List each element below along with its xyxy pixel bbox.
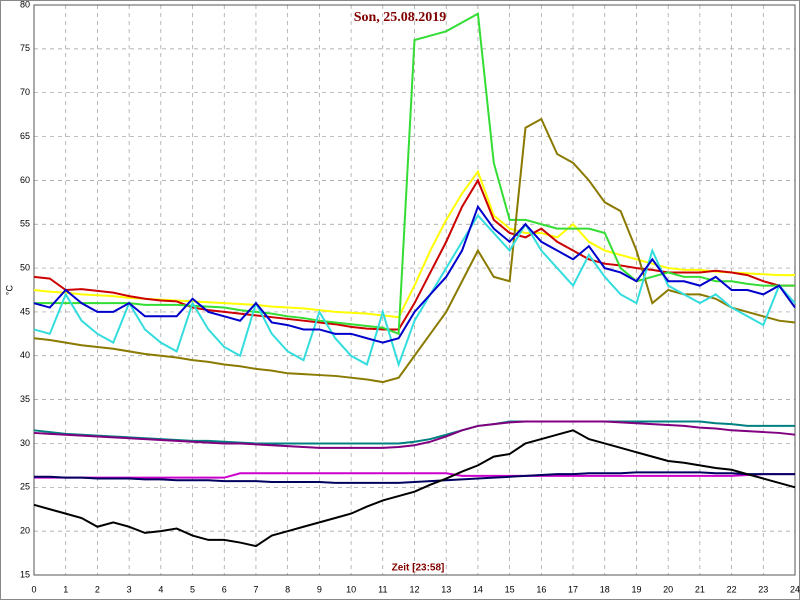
- x-tick-label: 0: [31, 584, 36, 594]
- x-tick-label: 1: [63, 584, 68, 594]
- x-tick-label: 14: [473, 584, 483, 594]
- x-tick-label: 17: [568, 584, 578, 594]
- y-tick-label: 55: [20, 219, 30, 229]
- y-tick-label: 50: [20, 262, 30, 272]
- series-line: [34, 471, 795, 484]
- x-tick-label: 22: [727, 584, 737, 594]
- x-tick-label: 11: [378, 584, 387, 594]
- x-tick-label: 18: [600, 584, 610, 594]
- x-axis-label: Zeit [23:58]: [392, 563, 445, 574]
- x-tick-label: 23: [758, 584, 768, 594]
- x-tick-label: 24: [790, 584, 800, 594]
- y-tick-label: 80: [20, 0, 30, 9]
- x-tick-label: 7: [253, 584, 258, 594]
- x-tick-label: 16: [536, 584, 546, 594]
- y-tick-label: 20: [20, 526, 30, 536]
- series-line: [33, 429, 796, 548]
- y-tick-label: 45: [20, 306, 30, 316]
- x-tick-label: 12: [409, 584, 419, 594]
- y-tick-label: 40: [20, 350, 30, 360]
- x-tick-label: 19: [631, 584, 641, 594]
- x-tick-label: 13: [441, 584, 451, 594]
- x-tick-label: 6: [222, 584, 227, 594]
- x-tick-label: 3: [127, 584, 132, 594]
- x-tick-label: 4: [158, 584, 163, 594]
- y-tick-label: 70: [20, 87, 30, 97]
- series-line: [33, 213, 796, 368]
- chart-title: Son, 25.08.2019: [354, 10, 447, 25]
- y-axis-label: °C: [4, 284, 14, 295]
- series-line: [33, 117, 796, 384]
- series-line: [34, 472, 795, 479]
- y-tick-label: 65: [20, 131, 30, 141]
- y-tick-label: 35: [20, 394, 30, 404]
- x-tick-label: 9: [317, 584, 322, 594]
- x-tick-label: 20: [663, 584, 673, 594]
- series-line: [33, 420, 796, 449]
- y-tick-label: 25: [20, 482, 30, 492]
- y-tick-label: 30: [20, 438, 30, 448]
- x-tick-label: 2: [95, 584, 100, 594]
- y-tick-label: 15: [20, 569, 30, 579]
- x-tick-label: 8: [285, 584, 290, 594]
- x-tick-label: 5: [190, 584, 195, 594]
- series-line: [34, 12, 795, 336]
- y-tick-label: 60: [20, 175, 30, 185]
- x-tick-label: 21: [695, 584, 705, 594]
- y-tick-label: 75: [20, 43, 30, 53]
- x-tick-label: 10: [346, 584, 356, 594]
- x-tick-label: 15: [505, 584, 515, 594]
- series-line: [33, 204, 796, 344]
